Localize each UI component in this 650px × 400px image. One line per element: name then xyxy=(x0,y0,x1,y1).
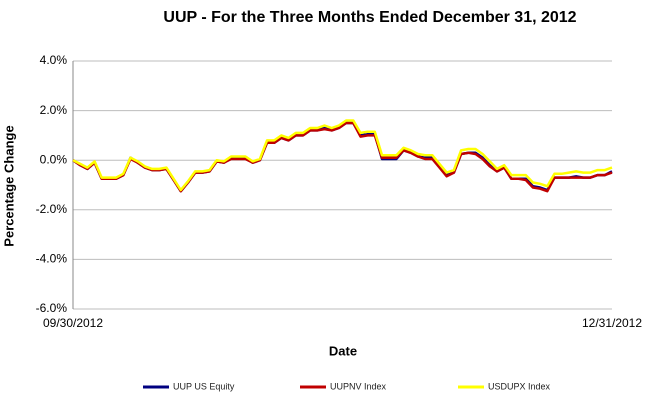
y-tick-label: -6.0% xyxy=(36,301,68,315)
y-axis-title: Percentage Change xyxy=(1,125,16,246)
chart-title: UUP - For the Three Months Ended Decembe… xyxy=(163,9,576,26)
y-tick-label: 0.0% xyxy=(40,152,68,166)
y-tick-label: -4.0% xyxy=(36,252,68,266)
x-tick-label: 12/31/2012 xyxy=(582,316,642,330)
legend-label: USDUPX Index xyxy=(488,381,551,391)
y-tick-label: 4.0% xyxy=(40,53,68,67)
y-tick-label: -2.0% xyxy=(36,202,68,216)
x-axis-title: Date xyxy=(329,343,357,358)
y-tick-label: 2.0% xyxy=(40,103,68,117)
legend-label: UUP US Equity xyxy=(173,381,235,391)
legend-label: UUPNV Index xyxy=(330,381,387,391)
series-line xyxy=(72,119,613,192)
x-tick-label: 09/30/2012 xyxy=(43,316,103,330)
